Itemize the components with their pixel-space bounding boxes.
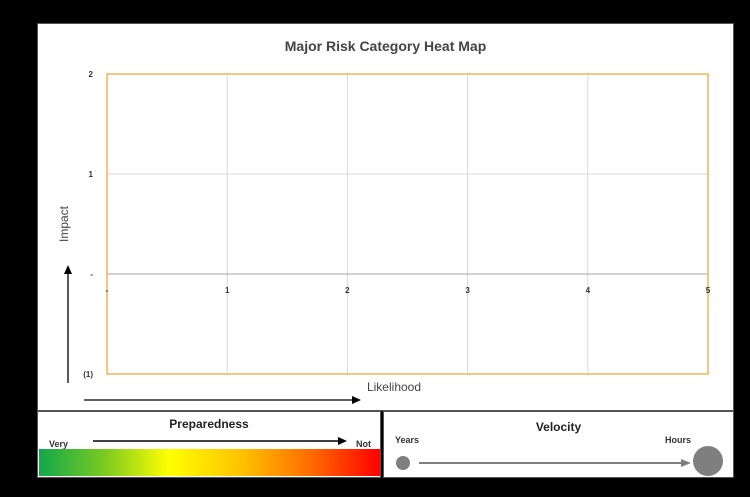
velocity-scale <box>396 446 723 476</box>
x-tick-label: 1 <box>225 286 230 295</box>
x-tick-label: 5 <box>706 286 711 295</box>
x-axis-label: Likelihood <box>367 380 421 394</box>
heat-map-panel: Major Risk Category Heat Map - 1 2 3 4 5 2 1 - (1… <box>37 23 734 411</box>
plot-area-border <box>106 73 709 375</box>
y-tick-label: - <box>90 270 93 279</box>
x-tick-label: - <box>106 286 109 295</box>
y-tick-label: 1 <box>89 170 94 179</box>
x-tick-label: 4 <box>586 286 591 295</box>
y-tick-label: (1) <box>83 370 93 379</box>
x-axis-arrowhead <box>352 396 361 404</box>
preparedness-not-label: Not <box>356 439 371 449</box>
velocity-small-circle <box>396 456 410 470</box>
preparedness-arrow <box>93 437 347 445</box>
velocity-title: Velocity <box>535 420 582 434</box>
y-axis-arrowhead <box>64 265 72 274</box>
preparedness-title: Preparedness <box>169 417 249 431</box>
x-tick-label: 2 <box>345 286 350 295</box>
velocity-years-label: Years <box>395 435 420 445</box>
preparedness-legend: Preparedness Very Not <box>37 411 381 478</box>
y-tick-label: 2 <box>89 70 94 79</box>
velocity-legend: Velocity Years Hours <box>383 411 734 478</box>
velocity-hours-label: Hours <box>665 435 692 445</box>
x-tick-label: 3 <box>465 286 470 295</box>
chart-title: Major Risk Category Heat Map <box>284 38 487 54</box>
y-axis-label: Impact <box>57 205 71 242</box>
preparedness-gradient-bar <box>39 449 380 476</box>
preparedness-very-label: Very <box>49 439 69 449</box>
heat-map-chart: - 1 2 3 4 5 2 1 - (1) Likelihood Impact <box>57 70 711 404</box>
velocity-large-circle <box>693 446 723 476</box>
